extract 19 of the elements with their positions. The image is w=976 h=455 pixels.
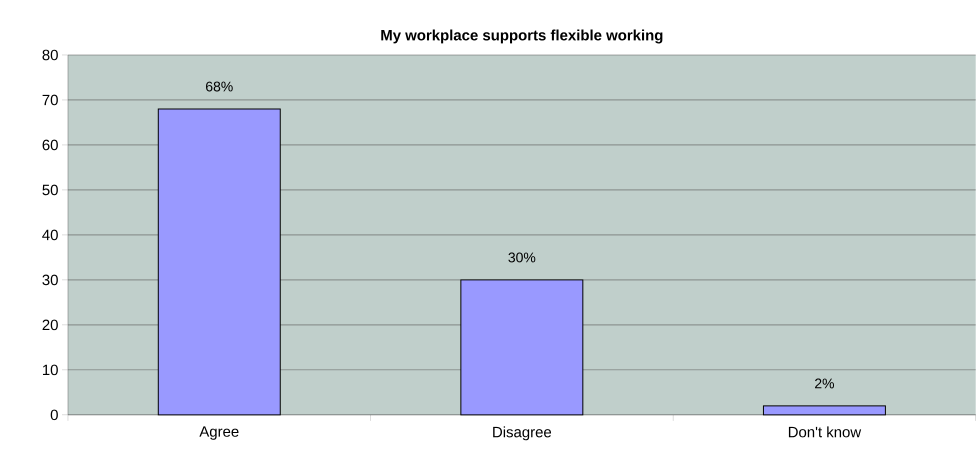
- x-tick-label: Disagree: [493, 426, 552, 440]
- y-tick-label: 30: [42, 274, 58, 286]
- y-tick-label: 60: [42, 140, 58, 150]
- x-tick-label: Agree: [199, 426, 239, 440]
- chart-title: My workplace supports flexible working: [381, 30, 662, 44]
- bar: [460, 279, 584, 416]
- y-tick-label: 0: [50, 410, 58, 420]
- data-label: 2%: [815, 378, 834, 388]
- y-tick-label: 20: [42, 320, 58, 330]
- y-tick-label: 40: [42, 230, 58, 240]
- y-tick-label: 80: [42, 50, 58, 60]
- data-label: 68%: [206, 82, 233, 92]
- bar: [158, 108, 281, 416]
- x-tick-label: Don't know: [788, 426, 862, 438]
- data-label: 30%: [508, 252, 536, 262]
- y-tick-label: 10: [42, 364, 58, 376]
- bar: [762, 405, 886, 416]
- y-tick-label: 50: [42, 184, 58, 196]
- y-tick-label: 70: [42, 94, 58, 106]
